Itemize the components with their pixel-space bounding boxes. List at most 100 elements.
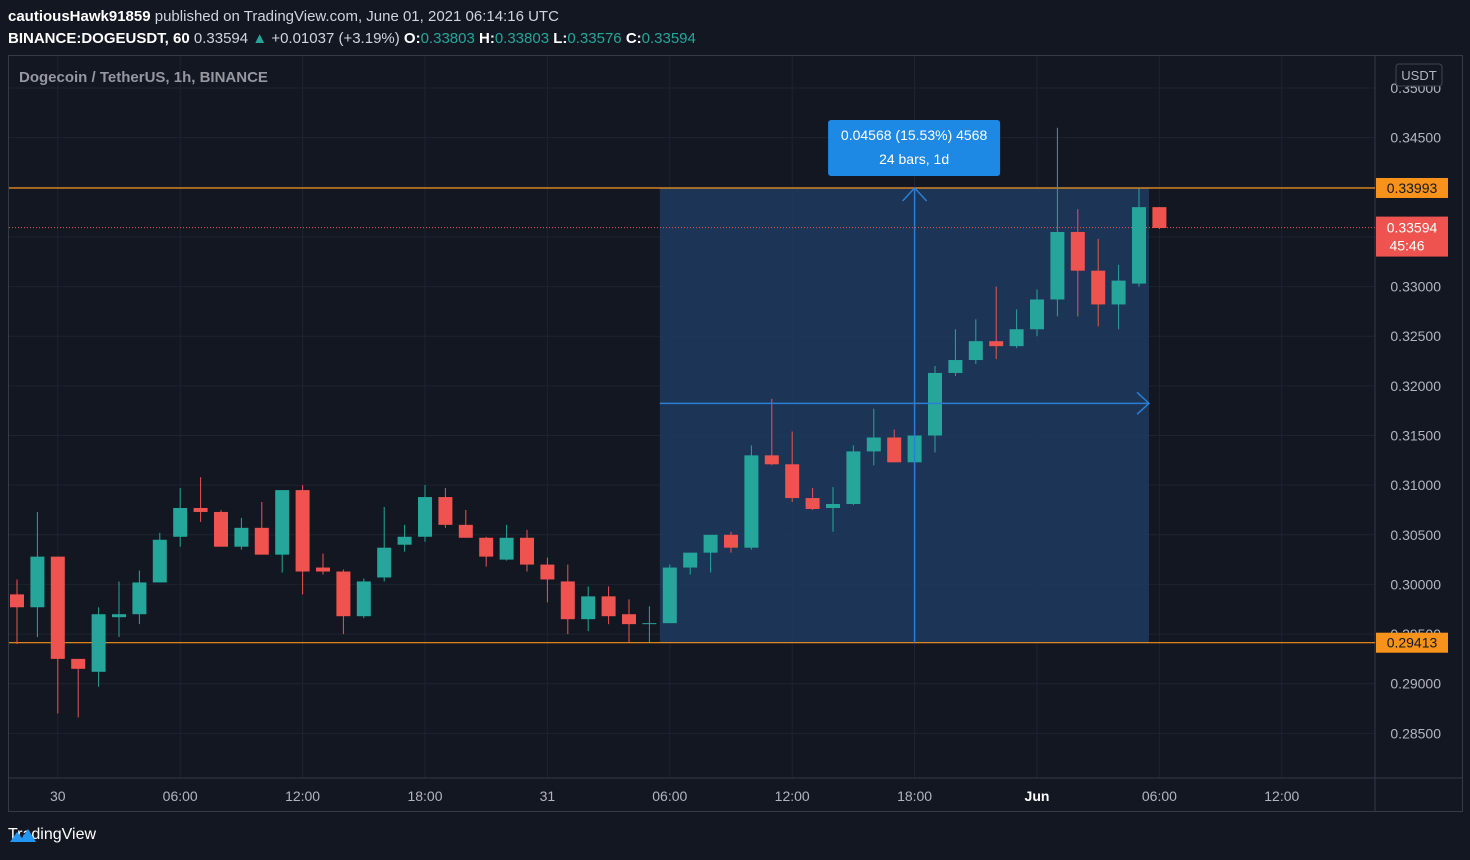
candle-body bbox=[50, 556, 65, 659]
candle-body bbox=[1070, 231, 1085, 271]
level-price-badge bbox=[1376, 177, 1448, 198]
high-label: H: bbox=[479, 30, 495, 47]
measure-tooltip bbox=[828, 119, 1001, 176]
measure-change-label: 0.04568 (15.53%) 4568 bbox=[841, 127, 988, 143]
candle-body bbox=[214, 511, 228, 547]
candle-body bbox=[887, 437, 902, 463]
candle-body bbox=[642, 623, 657, 625]
candle-body bbox=[1152, 207, 1167, 228]
publisher-name: cautiousHawk91859 bbox=[8, 8, 151, 25]
y-tick-label: 0.34500 bbox=[1390, 130, 1441, 146]
y-tick-label: 0.31000 bbox=[1390, 477, 1441, 493]
last-price: 0.33594 bbox=[193, 30, 249, 47]
candle-body bbox=[703, 534, 718, 553]
candle-body bbox=[1132, 207, 1146, 284]
candle-body bbox=[683, 552, 698, 568]
open-label: O: bbox=[403, 30, 421, 47]
candle-body bbox=[1050, 231, 1065, 300]
y-tick-label: 0.31500 bbox=[1390, 428, 1441, 444]
candle-body bbox=[1091, 270, 1106, 305]
last-price-badge bbox=[1376, 216, 1448, 257]
candle-body bbox=[71, 658, 86, 669]
candle-body bbox=[560, 581, 575, 620]
x-tick-label: Jun bbox=[1025, 788, 1050, 804]
x-tick-label: 18:00 bbox=[407, 788, 442, 804]
close-label: C: bbox=[625, 30, 642, 47]
candle-body bbox=[377, 547, 392, 578]
chart-frame bbox=[8, 55, 1463, 812]
candle-body bbox=[173, 507, 188, 537]
candle-body bbox=[724, 534, 738, 548]
low-label: L: bbox=[553, 30, 568, 47]
candle-body bbox=[356, 581, 371, 617]
up-arrow-icon: ▲ bbox=[252, 30, 268, 47]
candle-body bbox=[989, 341, 1004, 347]
chart-header: cautiousHawk91859 published on TradingVi… bbox=[8, 6, 696, 50]
symbol-line: BINANCE:DOGEUSDT, 60 0.33594 ▲ +0.01037 … bbox=[8, 28, 696, 50]
price-change: +0.01037 (+3.19%) bbox=[271, 30, 400, 47]
candle-body bbox=[418, 497, 432, 537]
candle-body bbox=[458, 524, 473, 538]
arrow-up-icon bbox=[902, 186, 928, 202]
y-tick-label: 0.33000 bbox=[1390, 279, 1441, 295]
x-tick-label: 18:00 bbox=[897, 788, 932, 804]
measure-bars-label: 24 bars, 1d bbox=[879, 151, 949, 167]
candle-body bbox=[132, 582, 147, 615]
candle-body bbox=[785, 464, 800, 499]
currency-label: USDT bbox=[1401, 68, 1436, 83]
y-tick-label: 0.30000 bbox=[1390, 576, 1441, 592]
candle-body bbox=[193, 507, 208, 512]
bar-countdown-label: 45:46 bbox=[1389, 238, 1424, 254]
level-price-label: 0.33993 bbox=[1387, 180, 1438, 196]
y-tick-label: 0.29000 bbox=[1390, 676, 1441, 692]
candle-body bbox=[968, 341, 983, 361]
published-text: published on TradingView.com, June 01, 2… bbox=[154, 8, 559, 25]
chart-legend-title: Dogecoin / TetherUS, 1h, BINANCE bbox=[19, 69, 268, 86]
candle-body bbox=[295, 490, 310, 572]
candle-body bbox=[91, 614, 106, 672]
candle-body bbox=[234, 527, 249, 547]
y-tick-label: 0.28500 bbox=[1390, 725, 1441, 741]
arrow-right-icon bbox=[1136, 391, 1151, 415]
high-value: 0.33803 bbox=[494, 30, 550, 47]
publish-line: cautiousHawk91859 published on TradingVi… bbox=[8, 6, 696, 28]
candle-body bbox=[662, 567, 677, 624]
candle-body bbox=[1009, 329, 1024, 347]
candle-body bbox=[1030, 299, 1044, 330]
x-tick-label: 06:00 bbox=[652, 788, 687, 804]
candle-body bbox=[254, 527, 269, 555]
x-tick-label: 30 bbox=[50, 788, 66, 804]
candle-body bbox=[744, 455, 759, 548]
candle-body bbox=[275, 490, 290, 555]
candle-body bbox=[336, 571, 351, 617]
candle-body bbox=[316, 567, 330, 572]
candle-body bbox=[397, 536, 412, 545]
tradingview-brand[interactable]: TradingView bbox=[8, 826, 96, 844]
x-tick-label: 06:00 bbox=[163, 788, 198, 804]
candle-body bbox=[601, 596, 616, 617]
x-tick-label: 12:00 bbox=[285, 788, 320, 804]
tradingview-cloud-icon bbox=[10, 829, 36, 842]
candle-body bbox=[520, 537, 534, 565]
candle-body bbox=[112, 614, 126, 618]
candle-body bbox=[948, 360, 963, 373]
low-value: 0.33576 bbox=[567, 30, 622, 47]
candle-body bbox=[499, 537, 514, 560]
candle-body bbox=[764, 455, 779, 465]
y-tick-label: 0.30500 bbox=[1390, 527, 1441, 543]
x-tick-label: 31 bbox=[540, 788, 556, 804]
symbol: BINANCE:DOGEUSDT, 60 bbox=[8, 30, 190, 47]
last-price-label: 0.33594 bbox=[1387, 220, 1438, 236]
candle-body bbox=[540, 564, 555, 580]
level-price-badge bbox=[1376, 632, 1448, 653]
candle-body bbox=[479, 537, 494, 557]
measure-range-box bbox=[659, 187, 1149, 643]
y-tick-label: 0.32500 bbox=[1390, 328, 1441, 344]
candle-body bbox=[1111, 280, 1126, 305]
x-tick-label: 12:00 bbox=[1264, 788, 1299, 804]
x-tick-label: 12:00 bbox=[775, 788, 810, 804]
candle-body bbox=[10, 594, 24, 608]
candle-body bbox=[805, 498, 820, 509]
candle-body bbox=[438, 497, 453, 525]
